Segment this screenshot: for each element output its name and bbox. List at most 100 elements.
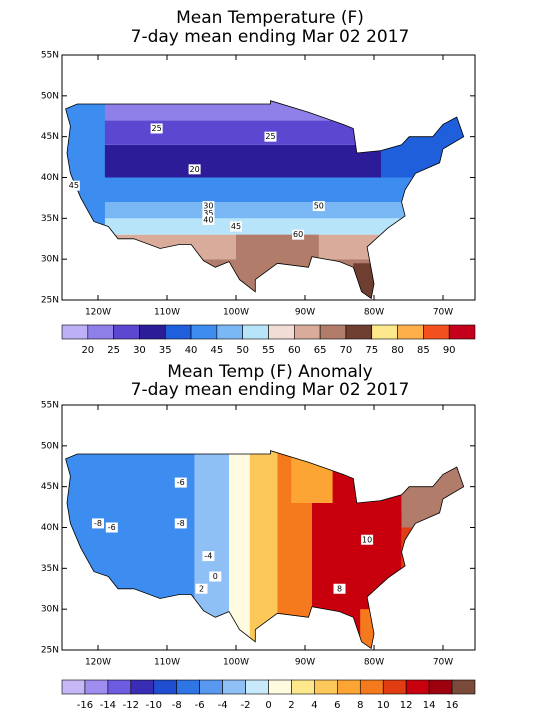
colorbar-label: -6	[195, 700, 205, 709]
colorbar-label: 40	[185, 345, 198, 356]
contour-label-bg	[292, 229, 305, 240]
colorbar-label: 80	[391, 345, 404, 356]
colorbar-label: -14	[100, 700, 116, 709]
lat-label: 55N	[41, 401, 59, 411]
colorbar-label: 0	[265, 700, 271, 709]
colorbar-box	[87, 324, 114, 340]
lat-label: 25N	[41, 296, 59, 306]
contour-label-bg	[209, 571, 222, 582]
lon-label: 90W	[295, 308, 315, 318]
contour-label: 25	[152, 124, 162, 133]
contour-band	[65, 202, 464, 219]
colorbar-label: 55	[262, 345, 275, 356]
contour-band	[353, 263, 381, 299]
contour-label-bg	[105, 522, 118, 533]
contour-band	[65, 177, 464, 202]
colorbar-label: 30	[133, 345, 146, 356]
colorbar-box	[397, 324, 424, 340]
lat-label: 45N	[41, 132, 59, 142]
contour-band	[229, 450, 250, 649]
colorbar-box	[222, 679, 246, 695]
contour-label: 60	[293, 230, 303, 239]
colorbar-box	[242, 324, 269, 340]
contour-label-bg	[195, 583, 208, 594]
colorbar-box	[314, 679, 338, 695]
map-fill	[65, 100, 464, 299]
colorbar-label: 10	[377, 700, 390, 709]
colorbar-box	[190, 324, 218, 340]
contour-label-bg	[333, 583, 346, 594]
colorbar-label: 70	[340, 345, 353, 356]
contour-label: 8	[337, 584, 342, 593]
colorbar-box	[291, 679, 315, 695]
contour-label-bg	[174, 477, 187, 488]
contour-label: 35	[203, 209, 213, 218]
contour-label-bg	[264, 131, 277, 142]
lon-label: 110W	[154, 658, 180, 668]
colorbar-box	[153, 679, 178, 695]
lat-label: 40N	[41, 173, 59, 183]
contour-label-bg	[312, 201, 325, 212]
colorbar-label: 90	[443, 345, 456, 356]
colorbar-box	[61, 679, 86, 695]
contour-label: 30	[203, 202, 213, 211]
lat-label: 25N	[41, 646, 59, 656]
lat-label: 50N	[41, 91, 59, 101]
contour-label: 50	[314, 202, 324, 211]
contour-label: 25	[265, 132, 275, 141]
colorbar-box	[61, 324, 89, 340]
colorbar-box	[164, 324, 192, 340]
contour-label: -4	[204, 552, 212, 561]
colorbar-box	[268, 679, 292, 695]
contour-band	[236, 234, 319, 268]
colorbar-box	[371, 324, 398, 340]
lat-label: 30N	[41, 255, 59, 265]
lon-label: 80W	[364, 658, 384, 668]
contour-label-bg	[202, 214, 215, 225]
lat-label: 30N	[41, 605, 59, 615]
colorbar-box	[405, 679, 430, 695]
colorbar-label: 85	[417, 345, 430, 356]
colorbar-box	[337, 679, 361, 695]
colorbar-box	[448, 324, 476, 340]
lon-label: 100W	[223, 308, 249, 318]
contour-label: -8	[94, 519, 102, 528]
colorbar-box	[319, 324, 347, 340]
colorbar-label: 65	[314, 345, 327, 356]
colorbar-label: 75	[365, 345, 378, 356]
map-subtitle: 7-day mean ending Mar 02 2017	[131, 380, 410, 400]
contour-band	[65, 100, 464, 121]
lon-label: 80W	[364, 308, 384, 318]
colorbar-box	[382, 679, 407, 695]
contour-band	[65, 144, 464, 178]
contour-label: 40	[203, 215, 213, 224]
contour-band	[380, 112, 464, 178]
lon-label: 110W	[154, 308, 180, 318]
colorbar-label: 14	[423, 700, 436, 709]
contour-label: 45	[231, 222, 241, 231]
lat-label: 40N	[41, 523, 59, 533]
colorbar-box	[268, 324, 295, 340]
contour-label: 2	[199, 584, 204, 593]
colorbar-label: 6	[334, 700, 340, 709]
colorbar-box	[216, 324, 243, 340]
contour-label-bg	[361, 534, 374, 545]
lat-label: 35N	[41, 564, 59, 574]
colorbar-label: 4	[311, 700, 317, 709]
colorbar-label: 35	[159, 345, 172, 356]
lat-label: 50N	[41, 441, 59, 451]
lon-label: 70W	[433, 658, 453, 668]
colorbar-label: 45	[211, 345, 224, 356]
colorbar-label: -4	[218, 700, 228, 709]
colorbar-box	[176, 679, 200, 695]
colorbar-box	[359, 679, 384, 695]
lon-label: 90W	[295, 658, 315, 668]
colorbar-label: 20	[81, 345, 94, 356]
contour-label: -8	[177, 519, 185, 528]
contour-label-bg	[202, 551, 215, 562]
colorbar-box	[130, 679, 155, 695]
contour-label-bg	[174, 518, 187, 529]
lon-label: 120W	[85, 658, 111, 668]
contour-label-bg	[202, 201, 215, 212]
